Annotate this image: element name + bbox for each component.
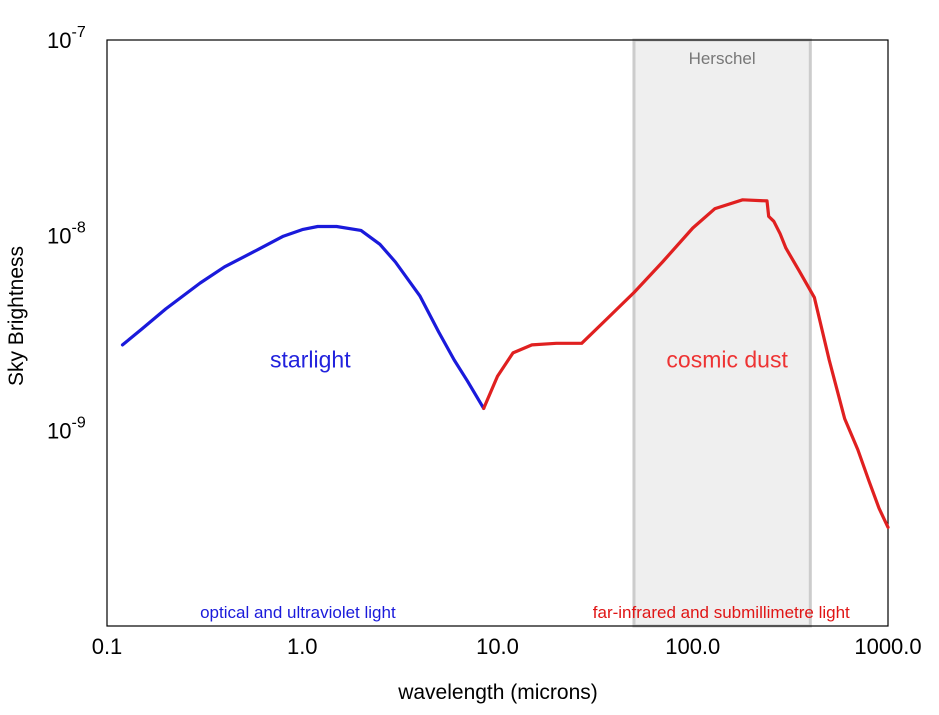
herschel-band-label: Herschel <box>689 49 756 68</box>
band-annotation: far-infrared and submillimetre light <box>593 603 850 622</box>
y-tick-base: 10 <box>47 223 71 248</box>
region-annotation: starlight <box>270 347 351 373</box>
band-annotation: optical and ultraviolet light <box>200 603 396 622</box>
y-tick-labels: 10-710-810-9 <box>47 24 86 444</box>
x-axis-title: wavelength (microns) <box>397 681 598 704</box>
y-tick-base: 10 <box>47 419 71 444</box>
x-tick-label: 10.0 <box>476 634 519 659</box>
series-layer <box>120 198 890 529</box>
plot-frame <box>106 39 889 627</box>
y-tick-label: 10-8 <box>47 219 86 248</box>
y-tick-exponent: -8 <box>71 219 85 236</box>
y-tick-label: 10-7 <box>47 24 86 53</box>
y-tick-base: 10 <box>47 28 71 53</box>
herschel-band-layer: Herschel <box>632 38 812 628</box>
y-tick-label: 10-9 <box>47 415 86 444</box>
region-annotation: cosmic dust <box>666 347 788 373</box>
series-line-0 <box>120 224 486 410</box>
x-tick-label: 100.0 <box>665 634 720 659</box>
y-axis-title: Sky Brightness <box>5 246 28 386</box>
series-line-1 <box>482 198 890 529</box>
y-tick-exponent: -7 <box>71 24 85 41</box>
x-tick-label: 1000.0 <box>854 634 921 659</box>
y-tick-exponent: -9 <box>71 415 85 432</box>
herschel-band <box>632 38 812 628</box>
x-tick-label: 1.0 <box>287 634 318 659</box>
x-tick-labels: 0.1 1.0 10.0 100.0 1000.0 <box>92 634 922 659</box>
x-tick-label: 0.1 <box>92 634 123 659</box>
annotation-layer: starlight cosmic dust optical and ultravio… <box>200 347 850 622</box>
